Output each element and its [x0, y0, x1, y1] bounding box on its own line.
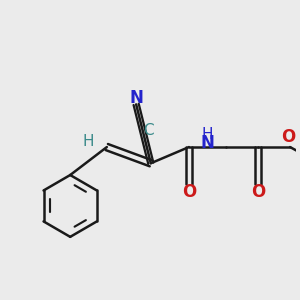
Text: C: C: [143, 123, 154, 138]
Text: O: O: [182, 183, 196, 201]
Text: O: O: [251, 183, 265, 201]
Text: O: O: [281, 128, 296, 146]
Text: N: N: [129, 89, 143, 107]
Text: H: H: [202, 127, 213, 142]
Text: H: H: [82, 134, 94, 149]
Text: N: N: [200, 134, 214, 152]
